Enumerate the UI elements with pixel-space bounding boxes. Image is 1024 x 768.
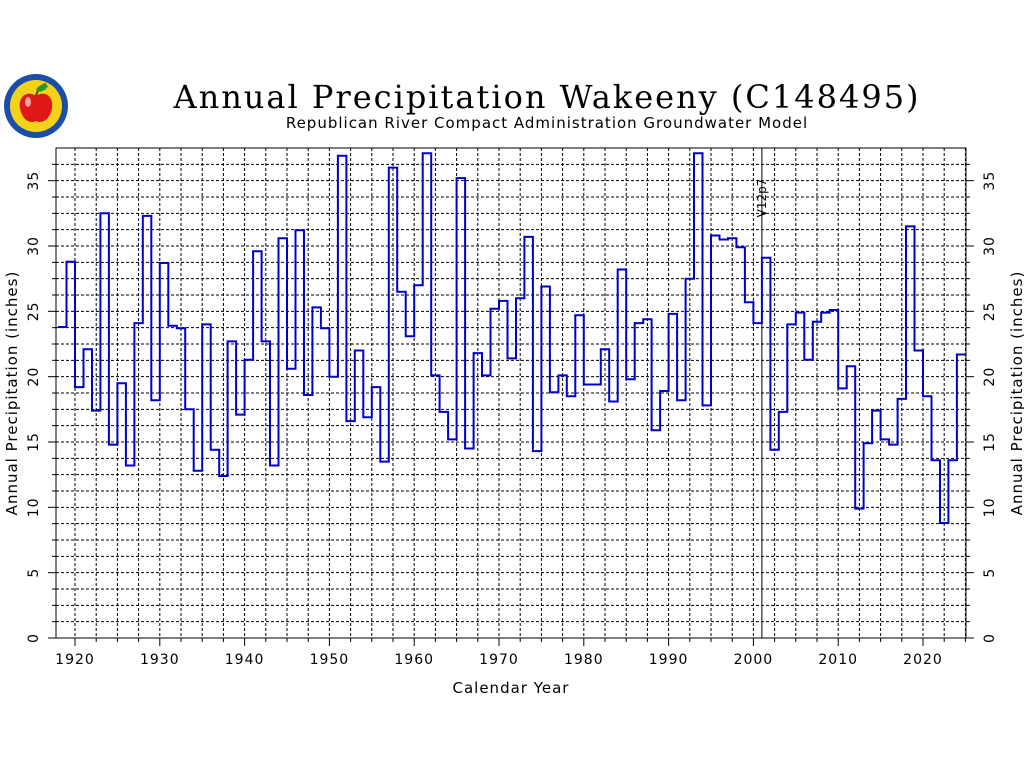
x-tick-label: 1940 (225, 652, 265, 668)
y-tick-label-right: 15 (982, 432, 998, 452)
x-tick-label: 2020 (903, 652, 943, 668)
chart-subtitle: Republican River Compact Administration … (286, 114, 808, 132)
y-tick-label-right: 10 (982, 497, 998, 517)
y-tick-label-right: 30 (982, 236, 998, 256)
y-tick-label: 35 (26, 171, 42, 191)
x-tick-label: 2000 (734, 652, 774, 668)
precipitation-step-line (58, 152, 966, 524)
vertical-marker-label: V12p7 (755, 179, 769, 218)
y-tick-label: 15 (26, 432, 42, 452)
y-tick-label-right: 0 (982, 633, 998, 643)
y-axis-label-right: Annual Precipitation (inches) (1008, 271, 1024, 516)
x-tick-label: 1990 (649, 652, 689, 668)
x-axis-label: Calendar Year (453, 679, 570, 697)
x-tick-label: 1970 (479, 652, 519, 668)
rrca-logo (4, 74, 68, 138)
y-tick-label: 10 (26, 497, 42, 517)
y-tick-label-right: 20 (982, 367, 998, 387)
apple-highlight (25, 97, 31, 107)
y-tick-label-right: 5 (982, 568, 998, 578)
x-tick-label: 1980 (564, 652, 604, 668)
y-tick-label-right: 25 (982, 301, 998, 321)
y-tick-label: 25 (26, 301, 42, 321)
chart-title: Annual Precipitation Wakeeny (C148495) (172, 78, 920, 116)
y-tick-label: 0 (26, 633, 42, 643)
x-tick-label: 1960 (394, 652, 434, 668)
x-tick-label: 2010 (818, 652, 858, 668)
leaf-icon (36, 84, 48, 92)
data-marks: V12p7 (58, 148, 966, 638)
x-tick-label: 1950 (310, 652, 350, 668)
y-axis-label-left: Annual Precipitation (inches) (3, 271, 21, 516)
y-tick-label: 30 (26, 236, 42, 256)
y-tick-label: 5 (26, 568, 42, 578)
y-tick-label-right: 35 (982, 171, 998, 191)
x-tick-label: 1930 (140, 652, 180, 668)
x-tick-label: 1920 (55, 652, 95, 668)
y-tick-label: 20 (26, 367, 42, 387)
grid (56, 148, 966, 638)
